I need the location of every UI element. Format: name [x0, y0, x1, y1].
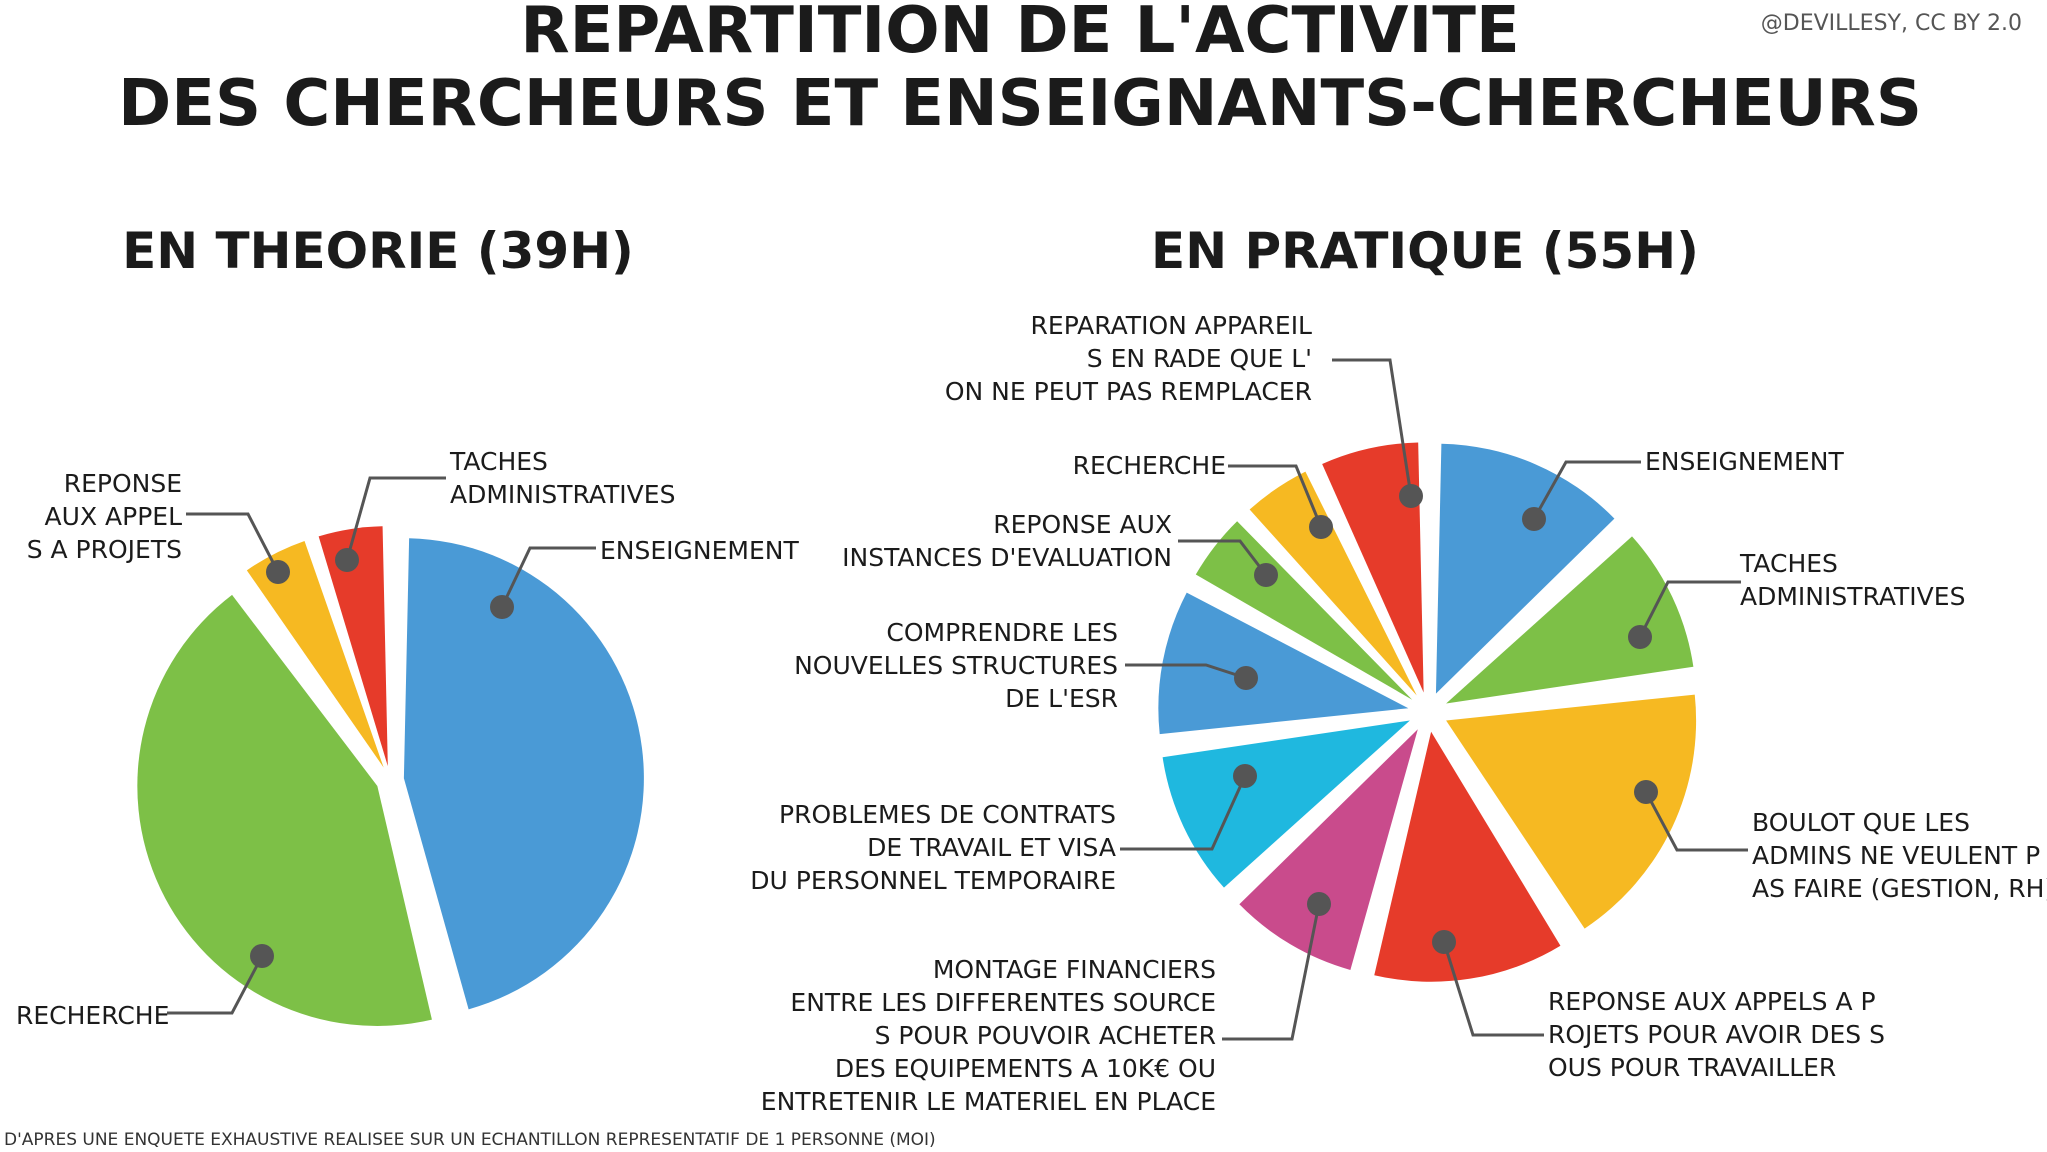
label-practice-montage: MONTAGE FINANCIERS ENTRE LES DIFFERENTES … [761, 955, 1216, 1116]
practice-slice-7 [1195, 521, 1413, 700]
label-theory-recherche: RECHERCHE [16, 1001, 169, 1030]
label-practice-taches: TACHES ADMINISTRATIVES [1739, 549, 1965, 611]
practice-slice-5 [1162, 720, 1410, 888]
label-practice-boulot: BOULOT QUE LES ADMINS NE VEULENT P AS FAIR… [1752, 808, 2047, 903]
practice-slice-8 [1249, 471, 1417, 696]
leader-lines [167, 358, 1748, 1041]
theory-slice-2 [246, 540, 384, 768]
title-line-2: DES CHERCHEURS ET ENSEIGNANTS-CHERCHEURS [118, 67, 1922, 141]
footnote: D'APRES UNE ENQUETE EXHAUSTIVE REALISEE … [4, 1130, 936, 1150]
label-practice-recherche: RECHERCHE [1073, 451, 1226, 480]
label-theory-taches: TACHES ADMINISTRATIVES [449, 447, 675, 509]
label-practice-structures: COMPRENDRE LES NOUVELLES STRUCTURES DE L'E… [794, 618, 1118, 713]
label-theory-appels: REPONSE AUX APPEL S A PROJETS [27, 469, 182, 564]
practice-slice-9 [1322, 442, 1424, 693]
chart-title-practice: EN PRATIQUE (55H) [1151, 222, 1699, 280]
title-line-1: REPARTITION DE L'ACTIVITE [520, 0, 1519, 68]
pie-chart-practice [1158, 442, 1697, 982]
leader-dots [250, 484, 1658, 968]
chart-title-theory: EN THEORIE (39H) [122, 222, 634, 280]
pie-chart-theory [137, 526, 644, 1026]
label-practice-instances: REPONSE AUX INSTANCES D'EVALUATION [842, 510, 1172, 572]
practice-slice-2 [1446, 694, 1697, 929]
theory-slice-1 [137, 594, 432, 1026]
theory-slice-3 [318, 526, 388, 767]
practice-slice-3 [1374, 731, 1561, 982]
practice-slice-0 [1435, 443, 1615, 694]
practice-slice-4 [1239, 729, 1418, 970]
label-practice-reparation: REPARATION APPAREIL S EN RADE QUE L' ON NE… [945, 311, 1312, 406]
label-practice-enseignement: ENSEIGNEMENT [1645, 447, 1844, 476]
label-practice-appels: REPONSE AUX APPELS A P ROJETS POUR AVOIR … [1548, 987, 1885, 1082]
theory-slice-0 [403, 538, 644, 1010]
practice-slice-1 [1446, 536, 1694, 704]
credit: @DEVILLESY, CC BY 2.0 [1761, 11, 2022, 36]
label-theory-enseignement: ENSEIGNEMENT [600, 536, 799, 565]
label-practice-contrats: PROBLEMES DE CONTRATS DE TRAVAIL ET VISA D… [750, 800, 1116, 895]
practice-slice-6 [1158, 592, 1409, 735]
